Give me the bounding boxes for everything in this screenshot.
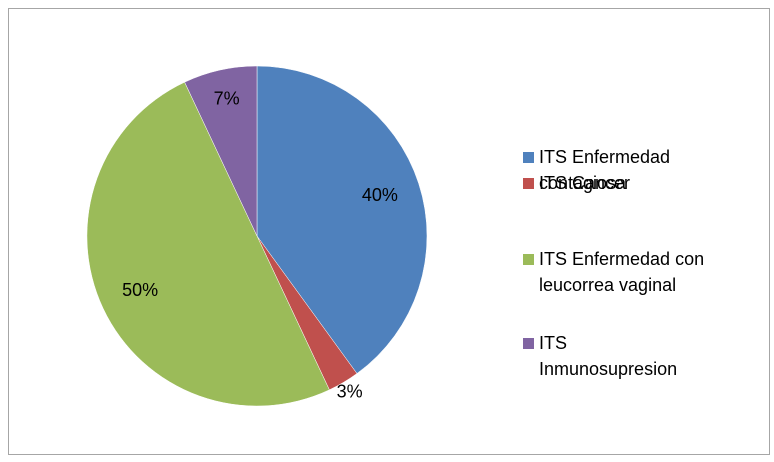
- legend-label: ITS Cancer: [539, 173, 631, 193]
- legend-item: ITS Cancer: [523, 170, 723, 196]
- legend-item: ITS Enfermedad con leucorrea vaginal: [523, 246, 723, 298]
- legend-swatch: [523, 338, 534, 349]
- legend-swatch: [523, 254, 534, 265]
- data-label: 40%: [362, 185, 398, 205]
- legend-item: ITS Inmunosupresion: [523, 330, 693, 382]
- legend-swatch: [523, 152, 534, 163]
- pie-slice: [184, 65, 258, 237]
- legend-label: ITS Enfermedad con leucorrea vaginal: [539, 249, 705, 295]
- legend-swatch: [523, 178, 534, 189]
- legend-label: ITS Enfermedad contagiosa: [539, 147, 671, 193]
- legend-label: ITS Inmunosupresion: [539, 333, 678, 379]
- data-label: 7%: [214, 89, 240, 109]
- data-label: 50%: [122, 280, 158, 300]
- pie-slice: [86, 81, 330, 407]
- data-label: 3%: [337, 381, 363, 401]
- legend-item: ITS Enfermedad contagiosa: [523, 144, 723, 196]
- pie-slice: [256, 65, 428, 374]
